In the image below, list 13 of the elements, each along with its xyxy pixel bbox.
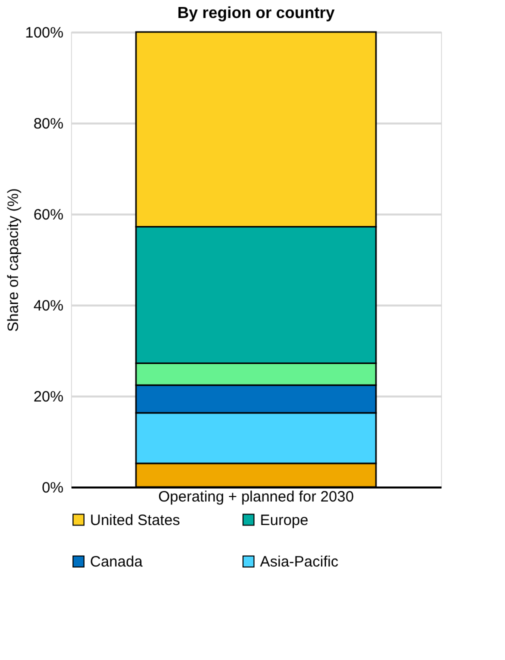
y-tick-label: 80% [33,116,64,132]
legend-label: Canada [90,554,144,570]
legend-label: United States [90,512,180,529]
x-tick-label: Operating + planned for 2030 [158,488,354,506]
y-tick-label: 0% [42,480,64,496]
legend-label: Asia-Pacific [260,554,339,570]
y-tick-label: 40% [33,298,64,314]
y-tick-label: 100% [25,24,64,42]
y-tick-label: 20% [33,388,64,406]
y-axis-title: Share of capacity (%) [5,188,22,332]
legend-label: Europe [260,512,308,529]
chart-title: By region or country [177,5,335,22]
y-tick-label: 60% [33,206,64,224]
